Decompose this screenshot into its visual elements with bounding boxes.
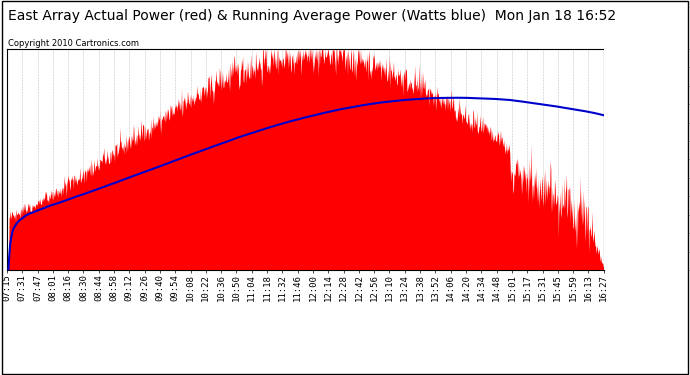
Text: East Array Actual Power (red) & Running Average Power (Watts blue)  Mon Jan 18 1: East Array Actual Power (red) & Running … — [8, 9, 616, 23]
Text: Copyright 2010 Cartronics.com: Copyright 2010 Cartronics.com — [8, 39, 139, 48]
